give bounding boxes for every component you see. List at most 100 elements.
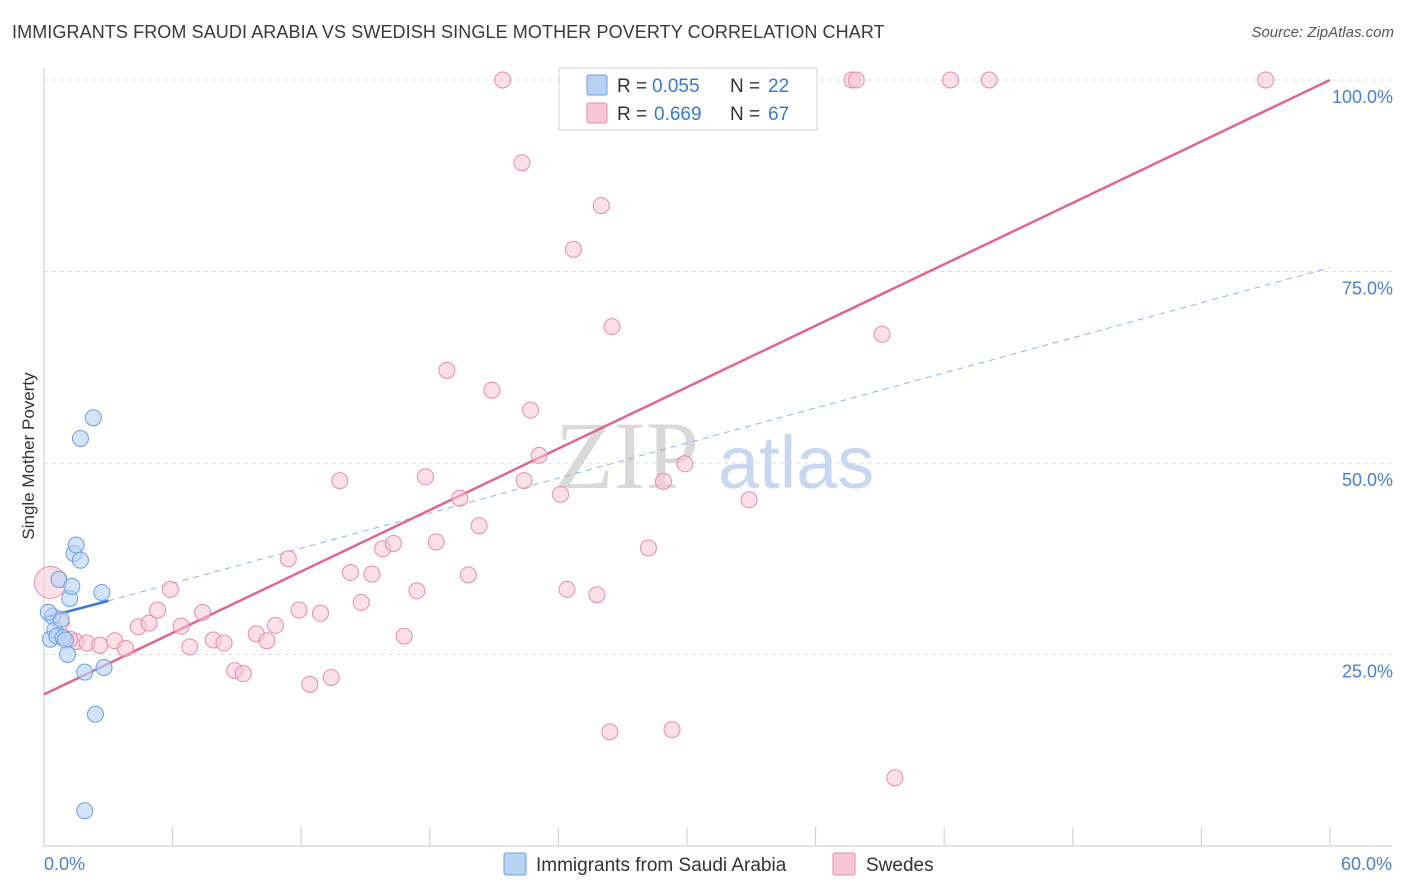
point-swedes-50	[592, 197, 610, 215]
point-swedes-51	[603, 318, 621, 336]
point-swedes-60	[847, 71, 865, 89]
point-swedes-41	[494, 71, 512, 89]
point-swedes-32	[395, 627, 413, 645]
point-swedes-47	[558, 580, 576, 598]
point-saudi-16	[84, 409, 102, 427]
point-swedes-19	[258, 632, 276, 650]
point-swedes-33	[408, 582, 426, 600]
point-swedes-26	[331, 472, 349, 490]
point-swedes-6	[116, 639, 134, 657]
y-tick-label-100: 100.0%	[1332, 87, 1393, 107]
point-swedes-20	[266, 616, 284, 634]
x-axis-ticks	[43, 827, 1331, 846]
y-tick-label-50: 50.0%	[1342, 470, 1393, 490]
point-swedes-56	[676, 455, 694, 473]
point-swedes-12	[181, 638, 199, 656]
point-saudi-15	[76, 663, 94, 681]
watermark-zip: ZIP	[555, 402, 699, 509]
point-swedes-45	[530, 446, 548, 464]
legend-n-value-1: 22	[768, 76, 789, 97]
point-saudi-20	[76, 802, 94, 820]
y-axis-label: Single Mother Poverty	[19, 372, 38, 540]
x-tick-label-max: 60.0%	[1341, 854, 1392, 874]
point-swedes-31	[384, 534, 402, 552]
point-swedes-38	[459, 566, 477, 584]
point-swedes-29	[363, 565, 381, 583]
y-tick-labels: 25.0% 50.0% 75.0% 100.0%	[1332, 87, 1393, 682]
point-swedes-27	[341, 564, 359, 582]
legend-r-label-2: R =	[617, 104, 647, 125]
watermark-atlas: atlas	[718, 421, 874, 504]
point-saudi-8	[59, 646, 77, 663]
point-swedes-54	[654, 472, 672, 490]
point-swedes-23	[301, 675, 319, 693]
point-swedes-63	[942, 71, 960, 89]
point-swedes-40	[483, 381, 501, 399]
x-tick-labels: 0.0% 60.0%	[44, 854, 1392, 874]
legend-n-value-2: 67	[768, 104, 789, 125]
bottom-legend: Immigrants from Saudi Arabia Swedes	[503, 852, 934, 876]
legend-n-label-2: N =	[730, 104, 760, 125]
y-tick-label-75: 75.0%	[1342, 279, 1393, 299]
legend-r-value-1: 0.055	[652, 76, 700, 97]
point-saudi-14	[71, 429, 89, 447]
point-saudi-21	[39, 603, 57, 621]
trend-line-pink	[43, 78, 1331, 696]
point-saudi-19	[95, 659, 113, 677]
point-swedes-9	[149, 601, 167, 619]
point-saudi-17	[86, 705, 104, 723]
point-swedes-10	[161, 580, 179, 598]
point-swedes-52	[601, 723, 619, 741]
y-tick-label-25: 25.0%	[1342, 662, 1393, 682]
trend-line-blue-extension	[108, 267, 1331, 602]
point-saudi-12	[67, 536, 85, 554]
point-swedes-48	[564, 240, 582, 258]
point-swedes-42	[515, 472, 533, 490]
grid-lines	[44, 79, 1392, 655]
legend-box: R = 0.055 N = 22 R = 0.669 N = 67	[558, 67, 818, 131]
point-swedes-35	[427, 533, 445, 551]
trend-lines	[43, 78, 1331, 696]
chart-title: IMMIGRANTS FROM SAUDI ARABIA VS SWEDISH …	[12, 22, 885, 42]
point-swedes-62	[886, 769, 904, 787]
point-swedes-37	[451, 489, 469, 507]
point-swedes-64	[980, 71, 998, 89]
point-saudi-18	[93, 583, 111, 601]
point-swedes-4	[91, 636, 109, 654]
point-swedes-17	[234, 665, 252, 683]
watermark: ZIP atlas	[555, 402, 874, 509]
point-swedes-55	[663, 721, 681, 739]
point-saudi-7	[56, 631, 74, 649]
point-swedes-36	[438, 361, 456, 379]
point-swedes-61	[873, 325, 891, 343]
bottom-legend-swatch-pink	[832, 852, 856, 876]
point-swedes-8	[140, 614, 158, 632]
legend-n-label-1: N =	[730, 76, 760, 97]
point-saudi-10	[63, 577, 81, 595]
point-swedes-21	[279, 550, 297, 568]
legend-r-value-2: 0.669	[654, 104, 702, 125]
point-swedes-24	[311, 604, 329, 622]
axes	[43, 68, 1392, 847]
legend-swatch-pink	[586, 102, 608, 124]
point-swedes-28	[352, 593, 370, 611]
point-swedes-46	[552, 485, 570, 503]
point-swedes-58	[740, 491, 758, 509]
point-swedes-39	[470, 517, 488, 535]
point-swedes-49	[588, 586, 606, 604]
point-swedes-25	[322, 668, 340, 686]
point-swedes-13	[194, 603, 212, 621]
point-swedes-11	[172, 617, 190, 635]
bottom-legend-label-blue: Immigrants from Saudi Arabia	[536, 855, 787, 876]
source-credit: Source: ZipAtlas.com	[1251, 24, 1394, 41]
point-swedes-44	[513, 154, 531, 172]
legend-r-label-1: R =	[617, 76, 647, 97]
point-swedes-15	[215, 634, 233, 652]
point-swedes-53	[639, 539, 657, 557]
point-saudi-13	[71, 551, 89, 569]
point-swedes-34	[417, 468, 435, 486]
point-swedes-43	[522, 401, 540, 419]
bottom-legend-label-pink: Swedes	[866, 855, 934, 876]
x-tick-label-min: 0.0%	[44, 854, 85, 874]
